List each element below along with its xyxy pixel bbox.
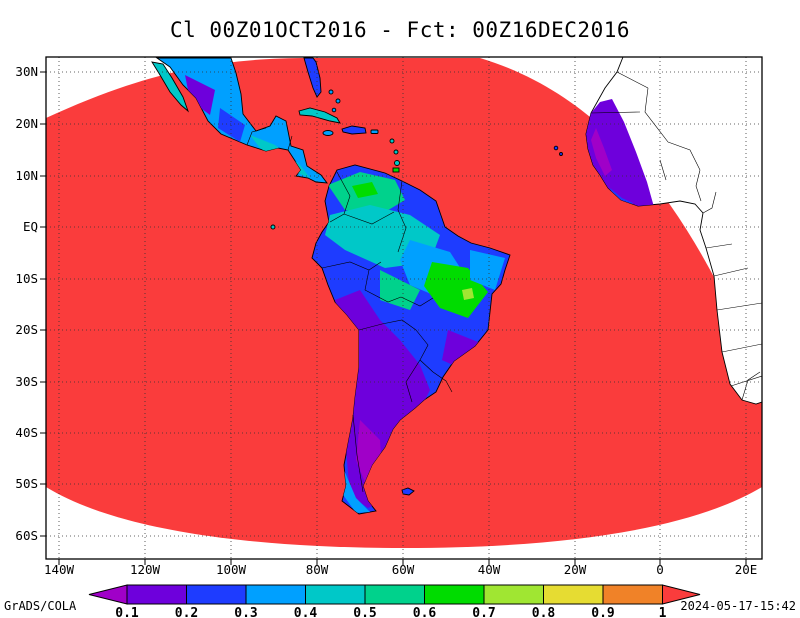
axis-ticks [40, 71, 747, 565]
colorbar-segment [126, 584, 187, 605]
hispaniola-island [341, 125, 367, 135]
colorbar-label: 0.6 [413, 606, 437, 618]
x-axis-label: 0 [656, 562, 664, 577]
y-axis-label: 20S [15, 322, 38, 337]
colorbar-label: 0.2 [175, 606, 198, 618]
colorbar-segment [543, 584, 604, 605]
shade-patch [352, 182, 378, 198]
colorbar-arrow-left [88, 584, 128, 605]
colorbar-segment [424, 584, 485, 605]
y-axis-label: 50S [15, 476, 38, 491]
x-axis-label: 20W [564, 562, 587, 577]
colorbar-label: 0.1 [115, 606, 139, 618]
graticule [46, 57, 762, 559]
colorbar-arrow-right [662, 584, 701, 605]
plot-frame [45, 56, 763, 560]
x-axis-label: 100W [216, 562, 247, 577]
cape-verde-island [559, 152, 563, 156]
south-america-country-borders [321, 171, 453, 493]
colorbar-label: 0.5 [353, 606, 376, 618]
shade-patch [380, 270, 420, 310]
colorbar-label: 1 [659, 606, 667, 618]
colorbar-label: 0.3 [234, 606, 257, 618]
colorbar-segment [186, 584, 247, 605]
trinidad-island [392, 167, 400, 173]
y-axis-label: 10N [15, 168, 38, 183]
shade-patch [470, 250, 505, 290]
west-africa-magenta-patch [591, 128, 612, 176]
central-america-borders [246, 127, 293, 151]
cape-verde-island [553, 145, 559, 151]
bahamas-island [335, 98, 341, 104]
y-axis-label: 30N [15, 64, 38, 79]
colorbar-label: 0.4 [294, 606, 318, 618]
y-axis-label: 60S [15, 528, 38, 543]
shade-patch [341, 470, 370, 513]
y-axis-label: EQ [23, 219, 38, 234]
west-africa-purple-patch [586, 99, 654, 207]
colorbar-label: 0.7 [472, 606, 495, 618]
colorbar-label: 0.8 [532, 606, 556, 618]
x-axis-label: 80W [306, 562, 329, 577]
x-axis-labels: 140W 120W 100W 80W 60W 40W 20W 0 20E [44, 562, 757, 577]
baja-california [151, 61, 189, 113]
x-axis-label: 40W [478, 562, 501, 577]
y-axis-label: 10S [15, 271, 38, 286]
x-axis-label: 120W [130, 562, 161, 577]
y-axis-labels: 30N 20N 10N EQ 10S 20S 30S 40S 50S 60S [15, 64, 38, 543]
colorbar-segment [245, 584, 306, 605]
caribbean-islands [298, 89, 400, 173]
colorbar-segment [602, 584, 663, 605]
chart-title: Cl 00Z01OCT2016 - Fct: 00Z16DEC2016 [170, 18, 630, 42]
colorbar-segment [483, 584, 544, 605]
bahamas-island [328, 89, 334, 95]
y-axis-label: 30S [15, 374, 38, 389]
florida-peninsula [303, 57, 322, 98]
shade-patch [185, 75, 215, 115]
grads-stamp: GrADS/COLA [4, 599, 77, 613]
shade-patch [462, 288, 474, 300]
colorbar-segment [364, 584, 425, 605]
colorbar: 0.1 0.2 0.3 0.4 0.5 0.6 0.7 0.8 0.9 1 [88, 584, 701, 618]
puerto-rico-island [370, 129, 379, 134]
x-axis-label: 60W [392, 562, 415, 577]
shade-patch [218, 108, 245, 142]
colorbar-segment [305, 584, 366, 605]
jamaica-island [322, 130, 334, 136]
antilles-island [389, 138, 395, 144]
x-axis-label: 20E [735, 562, 758, 577]
y-axis-label: 20N [15, 116, 38, 131]
antilles-island [393, 149, 399, 155]
cuba-island [298, 107, 341, 124]
land-layer [151, 57, 762, 515]
colorbar-label: 0.9 [591, 606, 614, 618]
bahamas-island [331, 107, 337, 113]
timestamp: 2024-05-17-15:42 [680, 599, 796, 613]
africa-country-borders [590, 71, 762, 401]
x-axis-label: 140W [44, 562, 75, 577]
antilles-island [394, 160, 400, 166]
y-axis-label: 40S [15, 425, 38, 440]
